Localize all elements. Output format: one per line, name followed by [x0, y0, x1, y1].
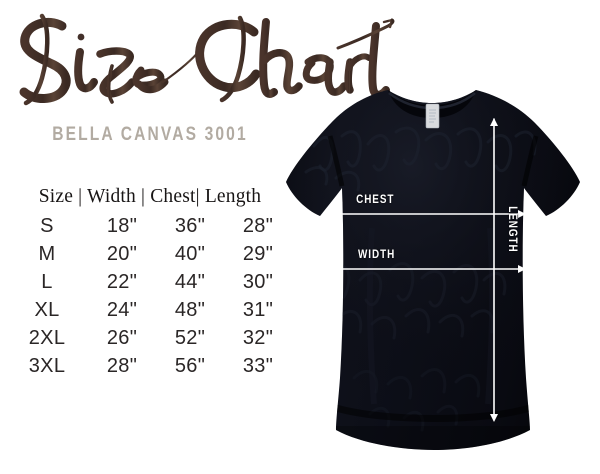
cell-chest: 56" — [174, 354, 206, 377]
cell-length: 32" — [242, 326, 274, 349]
cell-length: 30" — [242, 270, 274, 293]
cell-width: 22" — [106, 270, 138, 293]
cell-size: 3XL — [28, 354, 66, 377]
cell-width: 26" — [106, 326, 138, 349]
table-header-row: Size | Width | Chest| Length — [38, 186, 262, 207]
table-row: 2XL 26" 52" 32" — [6, 324, 294, 352]
cell-chest: 52" — [174, 326, 206, 349]
cell-length: 29" — [242, 242, 274, 265]
cell-size: M — [38, 242, 56, 265]
cell-chest: 48" — [174, 298, 206, 321]
cell-size: S — [40, 214, 54, 237]
cell-size: XL — [34, 298, 60, 321]
cell-chest: 40" — [174, 242, 206, 265]
cell-width: 24" — [106, 298, 138, 321]
cell-chest: 36" — [174, 214, 206, 237]
cell-chest: 44" — [174, 270, 206, 293]
table-row: L 22" 44" 30" — [6, 268, 294, 296]
cell-size: 2XL — [28, 326, 66, 349]
table-row: XL 24" 48" 31" — [6, 296, 294, 324]
length-measurement-label: LENGTH — [506, 206, 518, 253]
table-row: M 20" 40" 29" — [6, 240, 294, 268]
page-title — [8, 4, 398, 109]
product-subtitle: BELLA CANVAS 3001 — [52, 124, 248, 145]
cell-width: 20" — [106, 242, 138, 265]
size-table: Size | Width | Chest| Length S 18" 36" 2… — [6, 186, 294, 380]
width-measurement-label: WIDTH — [358, 249, 396, 261]
cell-length: 28" — [242, 214, 274, 237]
cell-width: 18" — [106, 214, 138, 237]
chest-measurement-label: CHEST — [356, 194, 395, 206]
table-row: 3XL 28" 56" 33" — [6, 352, 294, 380]
cell-length: 33" — [242, 354, 274, 377]
cell-length: 31" — [242, 298, 274, 321]
neck-tag — [425, 103, 440, 129]
table-row: S 18" 36" 28" — [6, 212, 294, 240]
cell-size: L — [41, 270, 53, 293]
cell-width: 28" — [106, 354, 138, 377]
